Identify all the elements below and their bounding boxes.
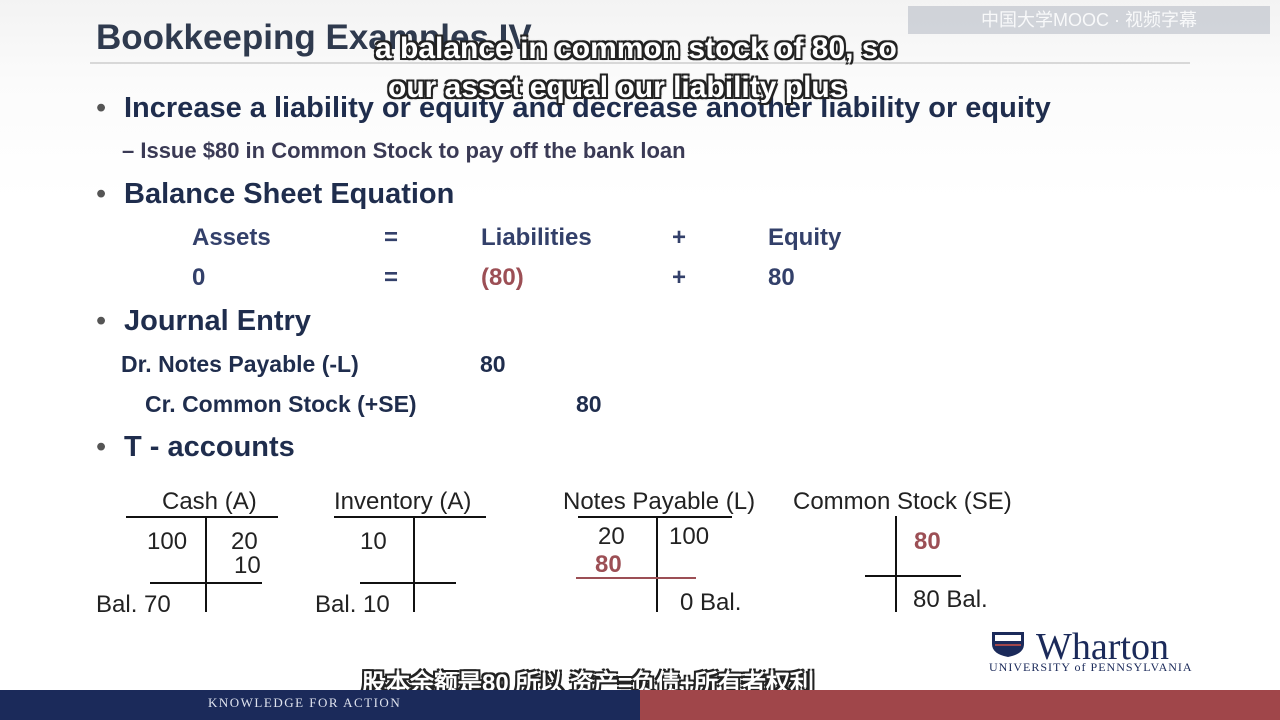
- t-account-debit-new: 80: [595, 551, 622, 578]
- bullet-dot-icon: •: [96, 178, 107, 210]
- slide-title: Bookkeeping Examples IV: [96, 18, 532, 57]
- t-account-debit: 10: [360, 528, 387, 555]
- t-account-title: Cash (A): [162, 488, 257, 515]
- t-account-total-line: [865, 575, 961, 577]
- t-account-top-line: [578, 516, 732, 518]
- bullet-3: • Journal Entry: [96, 305, 311, 338]
- t-account-title: Notes Payable (L): [563, 488, 756, 515]
- subtitle-english-line-2: our asset equal our liability plus: [388, 71, 847, 104]
- t-account-total-line: [576, 577, 696, 579]
- wharton-shield-icon: [992, 632, 1024, 657]
- eq-header-equity: Equity: [768, 224, 842, 251]
- bullet-dot-icon: •: [96, 431, 107, 463]
- t-account-credit-new: 80: [914, 528, 941, 555]
- t-account-balance: 80 Bal.: [913, 586, 988, 613]
- journal-debit-label: Dr. Notes Payable (-L): [121, 351, 359, 377]
- t-account-divider: [656, 516, 658, 612]
- t-account-top-line: [334, 516, 486, 518]
- t-account-credit: 100: [669, 523, 710, 550]
- journal-debit-amount: 80: [480, 351, 506, 377]
- t-account-balance: Bal. 70: [96, 591, 171, 618]
- t-account-balance: 0 Bal.: [680, 589, 742, 616]
- t-account-title: Inventory (A): [334, 488, 472, 515]
- t-account-debit: 100: [147, 528, 188, 555]
- bullet-2-text: Balance Sheet Equation: [124, 178, 455, 210]
- t-account-divider: [413, 516, 415, 612]
- t-account-balance: Bal. 10: [315, 591, 390, 618]
- bullet-3-text: Journal Entry: [124, 305, 311, 337]
- footer-tagline: KNOWLEDGE FOR ACTION: [208, 695, 402, 710]
- bullet-4-text: T - accounts: [124, 431, 295, 463]
- eq-value-equals: =: [384, 264, 399, 291]
- journal-credit-amount: 80: [576, 391, 602, 417]
- title-divider: [90, 62, 1190, 64]
- eq-header-equals: =: [384, 224, 399, 251]
- eq-value-equity: 80: [768, 264, 795, 291]
- t-account-divider: [205, 516, 207, 612]
- bullet-2: • Balance Sheet Equation: [96, 178, 454, 211]
- bullet-dot-icon: •: [96, 92, 107, 124]
- footer-bar: [0, 690, 640, 720]
- t-account-credit: 10: [234, 552, 261, 579]
- t-account-title: Common Stock (SE): [793, 488, 1012, 515]
- sub-bullet: – Issue $80 in Common Stock to pay off t…: [122, 138, 686, 163]
- subtitle-english-line-1: a balance in common stock of 80, so: [375, 32, 897, 65]
- footer-accent-bar: [640, 690, 1280, 720]
- bullet-4: • T - accounts: [96, 431, 295, 464]
- bullet-dot-icon: •: [96, 305, 107, 337]
- eq-value-assets: 0: [192, 264, 206, 291]
- t-account-debit: 20: [598, 523, 625, 550]
- eq-value-liabilities: (80): [481, 264, 524, 291]
- t-account-credit: 20: [231, 528, 258, 555]
- bullet-1-text: Increase a liability or equity and decre…: [124, 92, 1051, 124]
- eq-value-plus: +: [672, 264, 687, 291]
- t-account-top-line: [126, 516, 278, 518]
- wharton-logo-sub: UNIVERSITY of PENNSYLVANIA: [989, 660, 1193, 674]
- t-account-total-line: [150, 582, 262, 584]
- eq-header-assets: Assets: [192, 224, 271, 251]
- wharton-logo-text: Wharton: [1036, 626, 1169, 668]
- eq-header-liabilities: Liabilities: [481, 224, 592, 251]
- bullet-1: • Increase a liability or equity and decr…: [96, 92, 1051, 125]
- t-account-divider: [895, 516, 897, 612]
- eq-header-plus: +: [672, 224, 687, 251]
- t-account-total-line: [360, 582, 456, 584]
- watermark: 中国大学MOOC · 视频字幕: [908, 6, 1270, 34]
- journal-credit-label: Cr. Common Stock (+SE): [145, 391, 417, 417]
